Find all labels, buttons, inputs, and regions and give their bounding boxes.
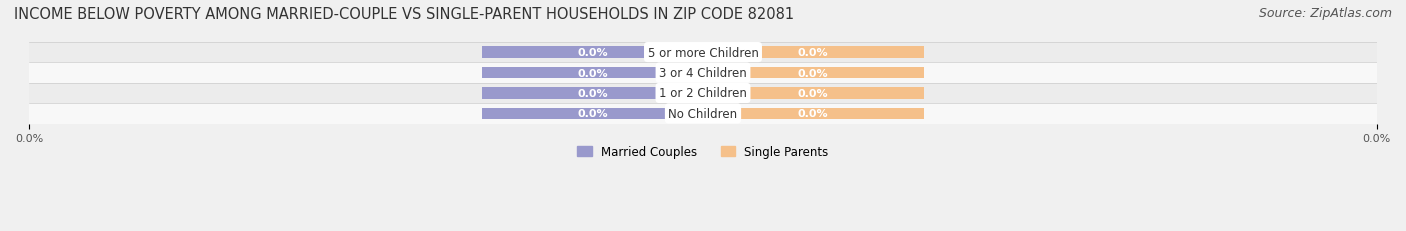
Bar xyxy=(30,83,1376,104)
Text: 0.0%: 0.0% xyxy=(799,68,828,78)
Bar xyxy=(30,63,1376,83)
Text: Source: ZipAtlas.com: Source: ZipAtlas.com xyxy=(1258,7,1392,20)
Bar xyxy=(703,47,924,58)
Bar xyxy=(30,104,1376,124)
Text: 0.0%: 0.0% xyxy=(578,68,607,78)
Text: INCOME BELOW POVERTY AMONG MARRIED-COUPLE VS SINGLE-PARENT HOUSEHOLDS IN ZIP COD: INCOME BELOW POVERTY AMONG MARRIED-COUPL… xyxy=(14,7,794,22)
Bar xyxy=(482,47,703,58)
Bar xyxy=(482,68,703,79)
Text: 1 or 2 Children: 1 or 2 Children xyxy=(659,87,747,100)
Text: 0.0%: 0.0% xyxy=(799,109,828,119)
Text: 5 or more Children: 5 or more Children xyxy=(648,46,758,59)
Bar xyxy=(30,43,1376,63)
Text: 0.0%: 0.0% xyxy=(578,88,607,99)
Bar xyxy=(482,88,703,99)
Text: No Children: No Children xyxy=(668,107,738,120)
Bar xyxy=(703,108,924,119)
Bar xyxy=(703,68,924,79)
Text: 0.0%: 0.0% xyxy=(799,88,828,99)
Legend: Married Couples, Single Parents: Married Couples, Single Parents xyxy=(572,141,834,163)
Bar xyxy=(482,108,703,119)
Text: 0.0%: 0.0% xyxy=(578,109,607,119)
Bar xyxy=(703,88,924,99)
Text: 3 or 4 Children: 3 or 4 Children xyxy=(659,67,747,80)
Text: 0.0%: 0.0% xyxy=(578,48,607,58)
Text: 0.0%: 0.0% xyxy=(799,48,828,58)
